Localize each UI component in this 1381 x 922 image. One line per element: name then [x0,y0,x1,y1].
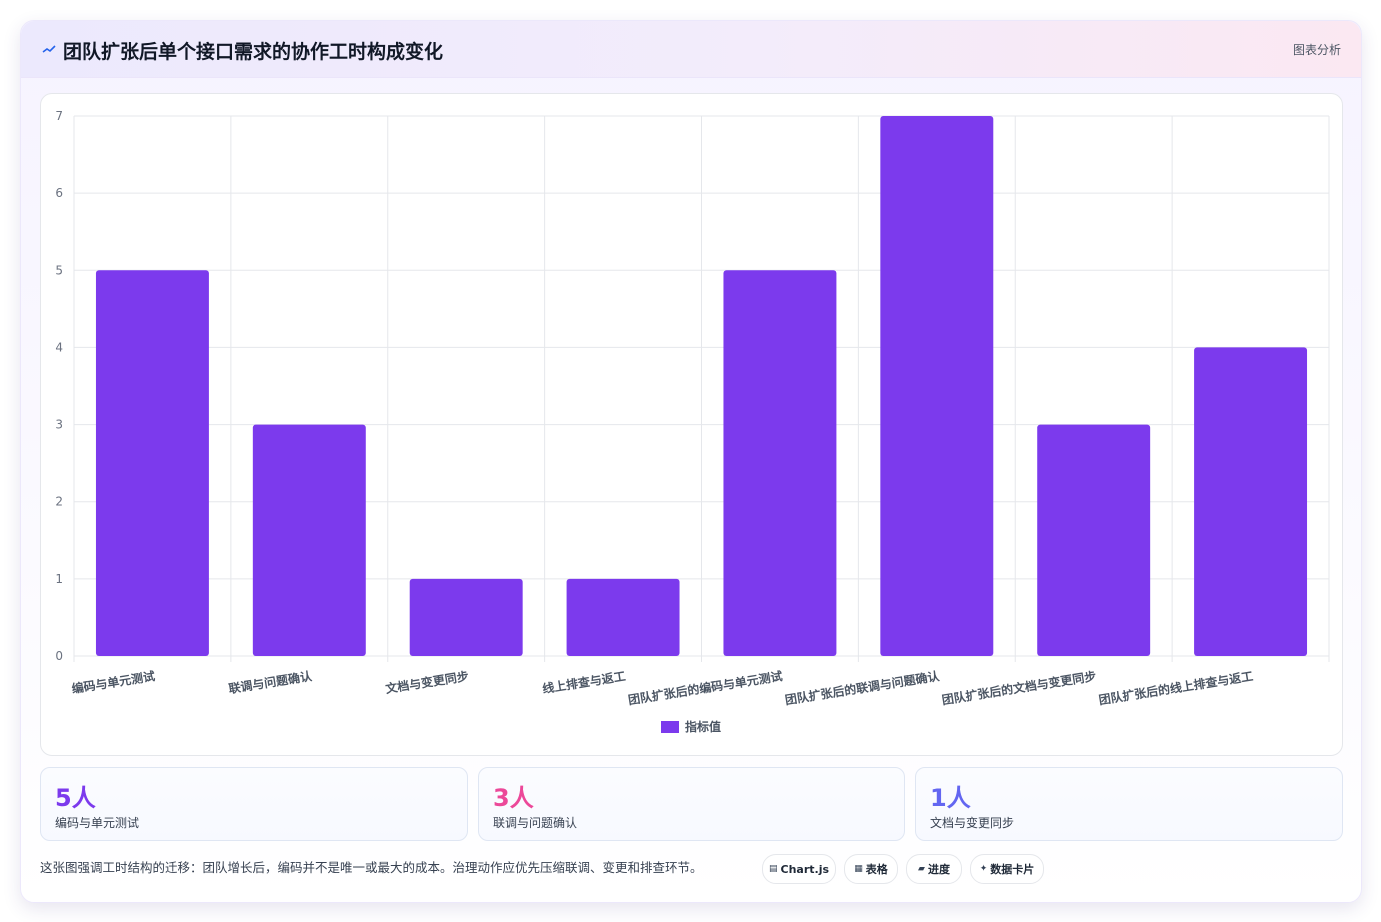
bar [95,270,209,656]
x-tick-label: 文档与变更同步 [384,668,469,696]
x-tick-label: 团队扩张后的联调与问题确认 [784,668,941,707]
stat-card-docs: 1人 文档与变更同步 [915,767,1343,841]
stat-label: 编码与单元测试 [55,816,140,830]
pill-label: Chart.js [780,862,830,876]
bar [566,578,680,656]
progress-icon: ▰ [918,864,925,874]
bar [723,270,837,656]
y-tick-label: 7 [55,109,63,123]
sparkle-icon: ✦ [979,864,988,874]
pill-label: 表格 [865,863,888,876]
y-tick-label: 1 [55,572,63,586]
card-header: 团队扩张后单个接口需求的协作工时构成变化 图表分析 [21,21,1361,78]
pill-chartjs[interactable]: ▤ Chart.js [762,854,836,884]
pill-label: 进度 [927,863,950,876]
stat-card-integration: 3人 联调与问题确认 [478,767,905,841]
x-tick-label: 团队扩张后的编码与单元测试 [627,668,783,707]
pill-table[interactable]: ▦ 表格 [844,854,898,884]
stat-label: 文档与变更同步 [930,816,1015,830]
page-title: 团队扩张后单个接口需求的协作工时构成变化 [63,41,444,63]
x-tick-label: 团队扩张后的线上排查与返工 [1098,668,1254,707]
stat-label: 联调与问题确认 [493,816,578,830]
stat-value: 3人 [493,784,534,812]
trend-line-icon [42,45,56,53]
x-tick-label: 编码与单元测试 [70,668,156,696]
x-tick-label: 线上排查与返工 [541,668,626,696]
y-tick-label: 3 [55,418,63,432]
chart-icon: ▤ [768,864,778,874]
y-tick-label: 5 [55,263,63,277]
chart-container: 0 1 2 3 4 5 6 7 编码与单元测试 联调与问题确认 文档与变更同步 线上排查与返工 团队扩张… [40,93,1343,756]
bar [1037,424,1151,656]
bar [880,116,994,656]
pill-progress[interactable]: ▰ 进度 [906,854,962,884]
report-card: 团队扩张后单个接口需求的协作工时构成变化 图表分析 0 1 2 3 4 5 6 7 编码与单元测… [20,20,1362,903]
y-tick-label: 6 [55,186,63,200]
y-tick-label: 4 [55,340,63,354]
x-tick-label: 联调与问题确认 [227,668,313,696]
y-tick-label: 2 [55,495,63,509]
y-tick-label: 0 [55,649,63,663]
chart-footnote: 这张图强调工时结构的迁移：团队增长后，编码并不是唯一或最大的成本。治理动作应优先… [40,860,703,875]
header-tag: 图表分析 [1292,43,1341,57]
bar [409,578,523,656]
stat-value: 5人 [55,784,96,812]
legend-label: 指标值 [685,719,721,734]
stat-value: 1人 [930,784,971,812]
x-tick-label: 团队扩张后的文档与变更同步 [941,668,1097,707]
stat-card-coding: 5人 编码与单元测试 [40,767,468,841]
pill-data-card[interactable]: ✦ 数据卡片 [970,854,1044,884]
legend-swatch [661,721,679,733]
bar [252,424,366,656]
table-icon: ▦ [854,864,863,874]
bar [1194,347,1308,656]
pill-label: 数据卡片 [990,863,1035,876]
